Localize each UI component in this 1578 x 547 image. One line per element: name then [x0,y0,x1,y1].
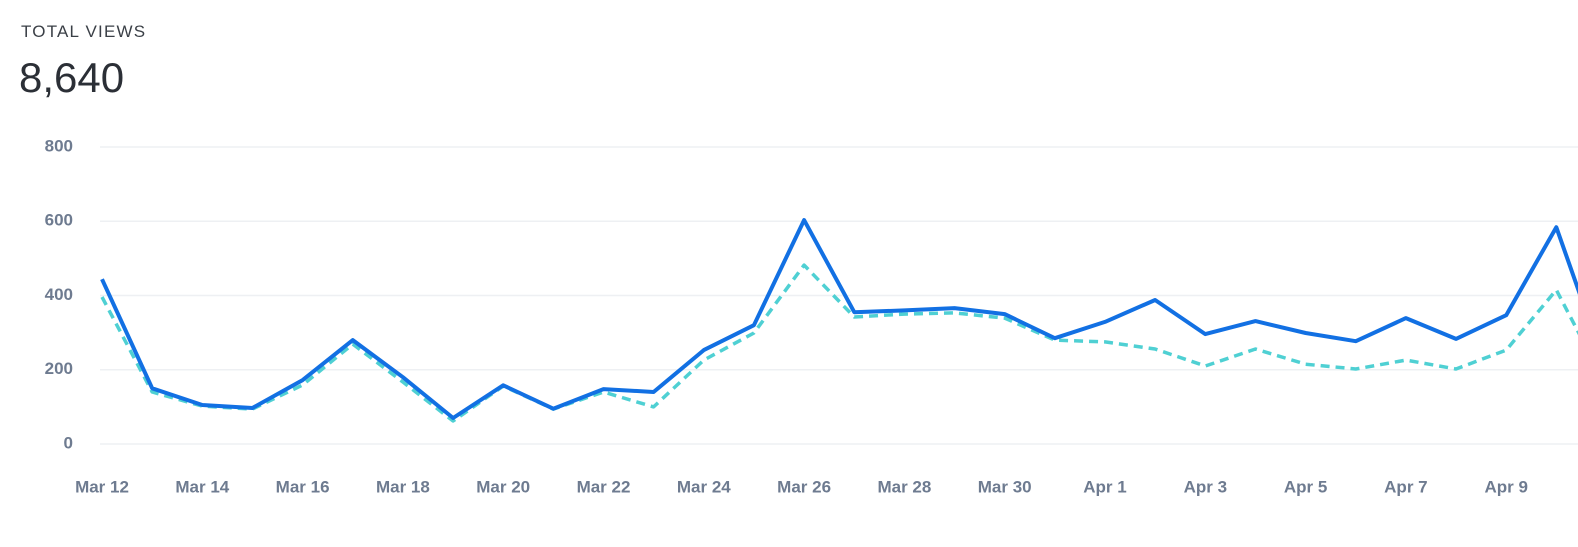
card-title: TOTAL VIEWS [21,22,147,41]
x-tick-label: Mar 24 [677,477,731,496]
x-tick-label: Apr 3 [1184,477,1227,496]
x-tick-label: Mar 22 [577,477,631,496]
y-tick-label: 400 [45,285,73,304]
x-tick-label: Mar 14 [175,477,229,496]
y-tick-label: 800 [45,136,73,155]
total-value: 8,640 [19,54,125,101]
x-tick-label: Mar 18 [376,477,430,496]
comparison-line [100,263,1578,423]
x-tick-label: Mar 12 [75,477,129,496]
x-tick-label: Mar 26 [777,477,831,496]
x-tick-label: Apr 1 [1083,477,1126,496]
views-line [100,218,1578,420]
x-tick-label: Apr 5 [1284,477,1327,496]
x-tick-label: Mar 16 [276,477,330,496]
y-tick-label: 600 [45,211,73,230]
x-tick-label: Apr 7 [1384,477,1427,496]
x-tick-label: Mar 30 [978,477,1032,496]
x-tick-label: Mar 28 [877,477,931,496]
x-tick-label: Mar 20 [476,477,530,496]
x-tick-label: Apr 9 [1484,477,1527,496]
y-tick-label: 200 [45,359,73,378]
y-tick-label: 0 [64,433,73,452]
